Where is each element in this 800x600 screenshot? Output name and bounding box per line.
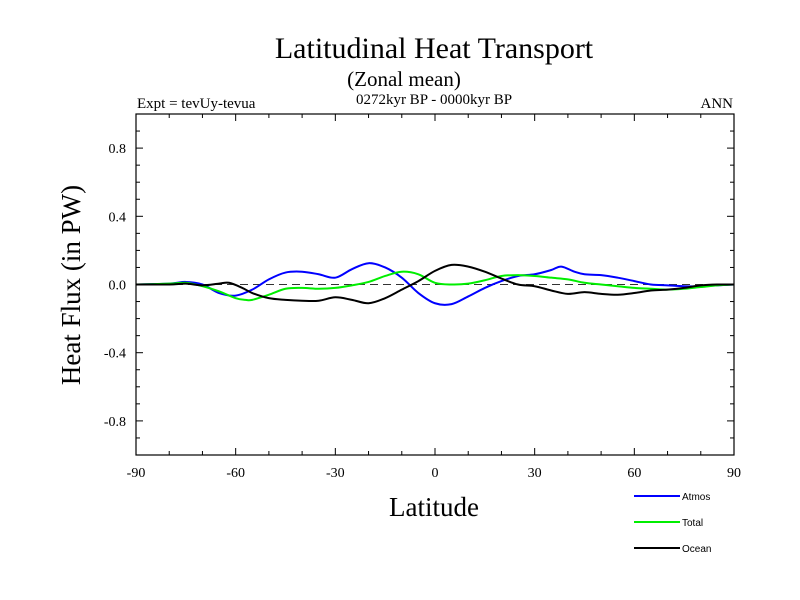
x-tick-label: 0 (432, 466, 439, 481)
season-label: ANN (701, 96, 734, 112)
experiment-label: Expt = tevUy-tevua (137, 96, 256, 112)
chart-title: Latitudinal Heat Transport (275, 32, 594, 65)
x-tick-label: 30 (528, 466, 542, 481)
data-series (135, 262, 735, 306)
x-tick-label: -30 (326, 466, 345, 481)
legend: Atmos Total Ocean (634, 492, 711, 555)
plot-frame (135, 113, 735, 456)
x-tick-label: 90 (727, 466, 741, 481)
series-line-ocean (135, 263, 735, 305)
legend-label-ocean: Ocean (682, 544, 711, 555)
legend-label-atmos: Atmos (682, 492, 710, 503)
period-label: 0272kyr BP - 0000kyr BP (356, 92, 512, 108)
x-tick-label: -60 (226, 466, 245, 481)
x-axis-label: Latitude (389, 492, 479, 522)
x-tick-label: 60 (627, 466, 641, 481)
y-tick-label: 0.0 (109, 279, 127, 294)
series-line-total (135, 270, 735, 302)
y-tick-label: 0.4 (109, 210, 127, 225)
legend-label-total: Total (682, 518, 703, 529)
axis-tick-labels: -90 -60 -30 0 30 60 90 -0.8 -0.4 0.0 0.4 0.8 (104, 142, 741, 481)
y-tick-label: -0.8 (104, 415, 126, 430)
y-tick-label: 0.8 (109, 142, 127, 157)
x-tick-label: -90 (127, 466, 146, 481)
series-line-atmos (135, 262, 735, 306)
chart-subtitle: (Zonal mean) (347, 67, 461, 91)
y-axis-label: Heat Flux (in PW) (56, 185, 86, 385)
y-tick-label: -0.4 (104, 347, 126, 362)
